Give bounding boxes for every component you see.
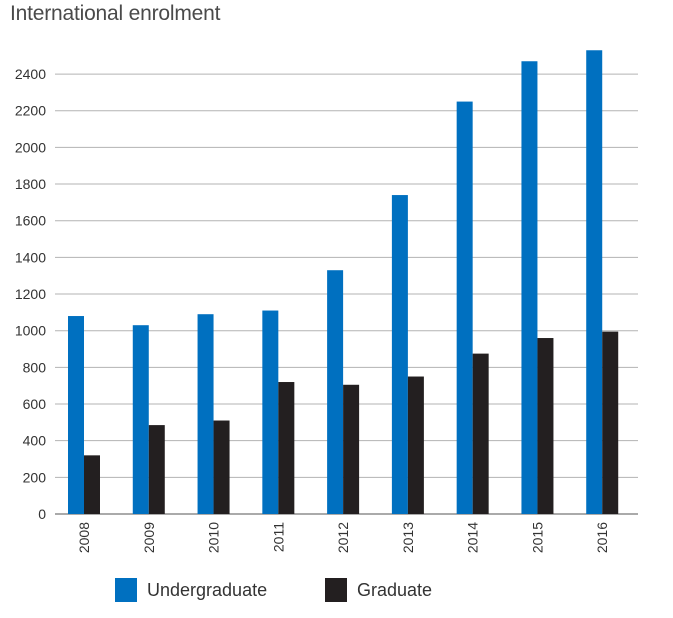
legend-swatch-undergraduate bbox=[115, 578, 137, 602]
legend-label-graduate: Graduate bbox=[357, 579, 433, 600]
y-tick-label: 800 bbox=[23, 359, 47, 375]
y-tick-label: 1600 bbox=[15, 213, 46, 229]
bar-graduate-2013 bbox=[407, 376, 424, 514]
bar-graduate-2010 bbox=[213, 420, 230, 514]
bar-graduate-2011 bbox=[278, 382, 295, 514]
bar-undergraduate-2012 bbox=[327, 270, 344, 514]
bar-graduate-2014 bbox=[472, 353, 489, 514]
bar-graduate-2012 bbox=[343, 384, 360, 514]
y-tick-label: 600 bbox=[23, 396, 47, 412]
x-tick-label: 2015 bbox=[529, 522, 545, 553]
bar-undergraduate-2010 bbox=[197, 314, 214, 514]
y-tick-label: 2200 bbox=[15, 103, 46, 119]
x-tick-label: 2013 bbox=[400, 522, 416, 553]
y-tick-label: 1200 bbox=[15, 286, 46, 302]
y-tick-label: 1000 bbox=[15, 323, 46, 339]
y-tick-label: 1800 bbox=[15, 176, 46, 192]
x-tick-label: 2014 bbox=[465, 522, 481, 553]
y-tick-label: 2400 bbox=[15, 66, 46, 82]
x-tick-label: 2012 bbox=[335, 522, 351, 553]
y-tick-label: 2000 bbox=[15, 139, 46, 155]
bar-undergraduate-2015 bbox=[521, 61, 538, 515]
bar-undergraduate-2016 bbox=[586, 50, 603, 514]
x-tick-label: 2010 bbox=[206, 522, 222, 553]
bar-graduate-2009 bbox=[148, 425, 165, 514]
bar-undergraduate-2011 bbox=[262, 310, 279, 514]
y-tick-label: 1400 bbox=[15, 249, 46, 265]
x-tick-label: 2009 bbox=[141, 522, 157, 553]
bar-undergraduate-2009 bbox=[132, 325, 149, 514]
legend-item-graduate: Graduate bbox=[325, 578, 432, 602]
y-tick-label: 0 bbox=[38, 506, 46, 522]
legend-swatch-graduate bbox=[325, 578, 347, 602]
bar-graduate-2008 bbox=[84, 455, 100, 514]
bar-undergraduate-2008 bbox=[68, 316, 84, 514]
y-tick-label: 400 bbox=[23, 433, 47, 449]
bar-graduate-2015 bbox=[537, 338, 554, 514]
x-tick-label: 2016 bbox=[594, 522, 610, 553]
chart-title: International enrolment bbox=[10, 2, 221, 25]
legend-item-undergraduate: Undergraduate bbox=[115, 578, 267, 602]
x-tick-label: 2011 bbox=[270, 522, 286, 552]
bar-graduate-2016 bbox=[602, 331, 619, 514]
y-tick-label: 200 bbox=[23, 469, 47, 485]
x-tick-label: 2008 bbox=[76, 522, 92, 553]
bar-undergraduate-2013 bbox=[391, 195, 408, 515]
bar-undergraduate-2014 bbox=[456, 101, 473, 514]
legend-label-undergraduate: Undergraduate bbox=[147, 579, 268, 600]
